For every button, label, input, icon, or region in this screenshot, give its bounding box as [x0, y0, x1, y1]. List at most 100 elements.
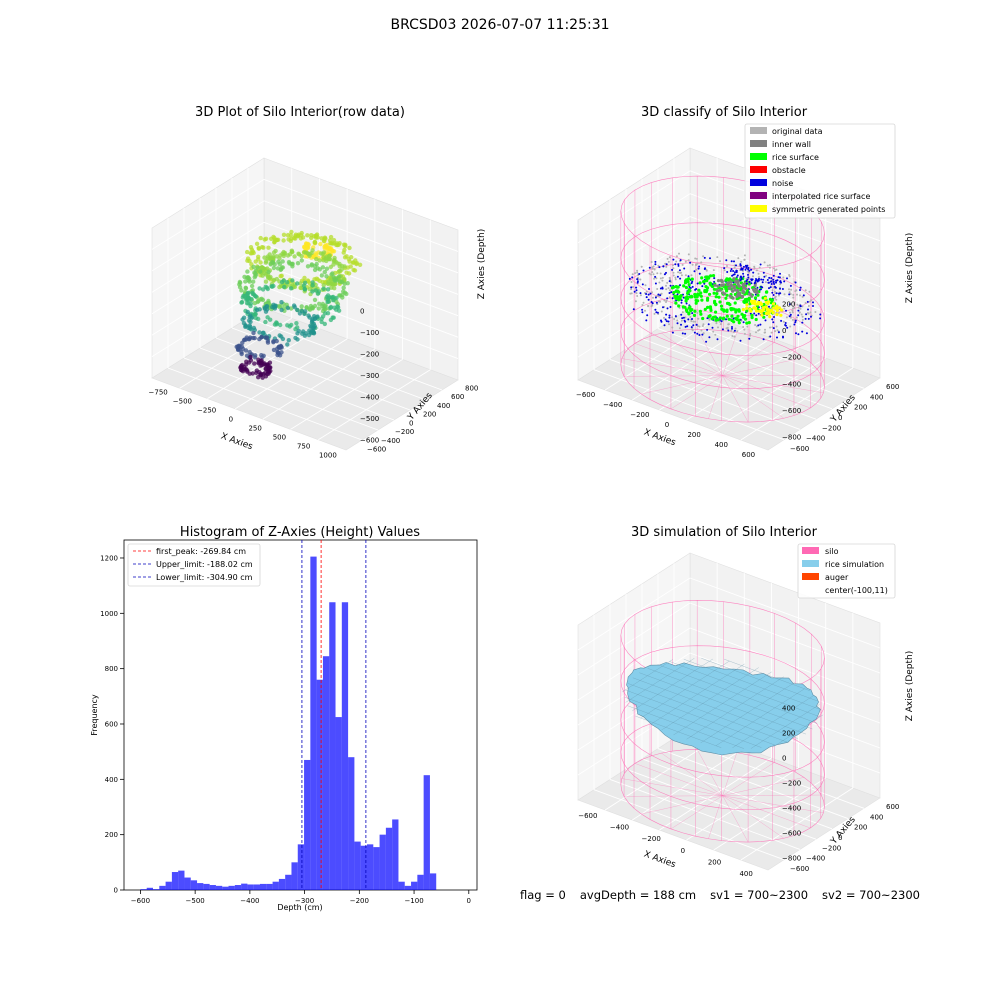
classify-point	[727, 286, 731, 290]
classify-point	[775, 268, 778, 271]
classify-point	[668, 314, 671, 317]
avg-depth-text: avgDepth = 188 cm	[579, 888, 697, 902]
classify-point	[649, 292, 652, 295]
simulation-plot-gridline	[641, 758, 833, 830]
raw-data-point	[310, 289, 315, 294]
raw-data-point	[295, 307, 300, 313]
raw-data-point	[330, 271, 335, 276]
histogram-bar	[297, 844, 305, 890]
classify-point	[764, 319, 767, 322]
classify-point	[720, 320, 723, 323]
sv2-text: sv2 = 700~2300	[822, 888, 920, 902]
classify-point	[749, 309, 753, 313]
classify-point	[773, 283, 776, 285]
classify-point	[654, 296, 657, 299]
classify-point	[719, 304, 724, 308]
classify-point	[630, 288, 633, 291]
classify-legend-label: obstacle	[772, 166, 806, 175]
simulation-legend-label: rice simulation	[825, 560, 884, 569]
classify-point	[782, 320, 785, 323]
classify-point	[667, 287, 670, 290]
classify-point	[701, 316, 705, 321]
rice-surface-mesh-line	[723, 658, 810, 691]
classify-point	[694, 301, 698, 305]
simulation-plot-zlabel: Z Axies (Depth)	[905, 651, 915, 722]
classify-point	[678, 269, 681, 272]
raw-data-point	[291, 236, 297, 241]
raw-data-point	[312, 297, 318, 303]
histogram-bar	[423, 775, 430, 890]
raw-data-point	[247, 318, 252, 323]
classify-point	[775, 312, 779, 317]
raw-data-point	[348, 264, 353, 269]
classify-point	[749, 299, 754, 303]
raw-data-point	[325, 297, 330, 302]
classify-point	[725, 259, 728, 262]
histogram-bar	[360, 845, 367, 890]
classify-plot-z-tick-label: 0	[782, 327, 786, 335]
classify-point	[763, 296, 768, 300]
classify-point	[639, 292, 642, 295]
raw-data-point	[252, 355, 258, 360]
classify-point	[716, 279, 721, 283]
raw-data-point	[329, 281, 335, 287]
raw-data-point	[295, 261, 301, 266]
classify-point	[687, 311, 691, 315]
raw-data-point	[305, 241, 311, 247]
classify-point	[681, 305, 685, 309]
classify-point	[718, 316, 722, 320]
raw-data-point	[245, 309, 250, 315]
histogram-bar	[411, 881, 418, 890]
classify-point	[723, 267, 726, 270]
classify-point	[772, 278, 775, 281]
classify-point	[682, 296, 685, 299]
classify-point	[770, 277, 773, 280]
classify-point	[657, 264, 660, 267]
classify-point	[646, 314, 649, 317]
classify-point	[774, 285, 776, 288]
simulation-plot-x-tick-label: −200	[642, 835, 661, 843]
classify-point	[674, 278, 677, 281]
classify-point	[727, 329, 730, 332]
histogram-y-tick-label: 800	[105, 665, 118, 673]
classify-point	[741, 315, 746, 319]
classify-point	[799, 304, 802, 307]
raw-data-point	[328, 305, 333, 311]
classify-point	[754, 324, 757, 326]
classify-plot-gridline	[577, 170, 691, 244]
classify-point	[679, 259, 682, 262]
classify-point	[775, 298, 778, 301]
raw-data-point	[337, 241, 342, 246]
simulation-silo-floor-spoke	[661, 752, 723, 796]
classify-point	[681, 317, 684, 320]
classify-point	[652, 296, 654, 299]
raw-data-point	[315, 277, 320, 282]
classify-point	[789, 311, 791, 314]
classify-point	[782, 335, 784, 338]
raw-plot-y-tick-label: 0	[409, 419, 413, 427]
raw-data-point	[296, 232, 301, 237]
raw-data-point	[346, 271, 352, 276]
classify-point	[732, 277, 736, 281]
classify-point	[758, 328, 761, 331]
raw-data-point	[294, 321, 299, 326]
classify-point	[665, 265, 668, 268]
classify-point	[680, 271, 683, 274]
raw-data-point	[299, 258, 304, 263]
classify-point	[757, 312, 760, 315]
classify-point	[784, 324, 787, 326]
raw-plot-x-tick-label: 1000	[319, 452, 337, 460]
classify-point	[770, 283, 773, 285]
raw-plot-gridline	[263, 264, 459, 338]
classify-point	[687, 259, 690, 262]
raw-data-point	[245, 269, 250, 274]
classify-point	[737, 321, 741, 325]
raw-data-point	[258, 235, 263, 241]
raw-plot-z-tick-label: −400	[360, 393, 379, 401]
classify-point	[734, 271, 736, 274]
classify-point	[663, 316, 665, 319]
classify-point	[708, 282, 712, 286]
classify-point	[667, 320, 670, 323]
raw-data-point	[272, 240, 277, 245]
classify-point	[656, 288, 659, 290]
